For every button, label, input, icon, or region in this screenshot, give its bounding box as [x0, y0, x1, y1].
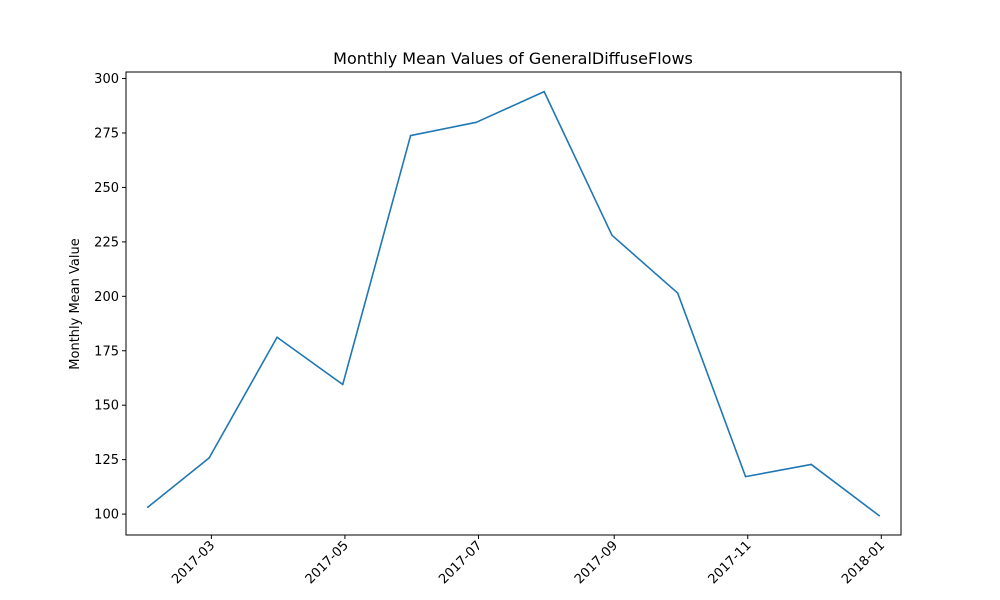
y-tick-label: 150	[94, 399, 119, 414]
data-point	[208, 457, 210, 459]
data-point	[543, 90, 545, 93]
y-tick-label: 225	[94, 235, 119, 250]
y-tick-label: 300	[94, 72, 119, 87]
y-tick-label: 200	[94, 290, 119, 305]
data-point	[341, 383, 344, 386]
data-point	[611, 234, 613, 237]
y-axis: 100 125 150 175 200 225 250 275 300	[94, 72, 126, 523]
data-point	[147, 506, 149, 508]
series-line	[147, 90, 880, 517]
y-axis-label: Monthly Mean Value	[68, 238, 83, 369]
data-point	[744, 475, 747, 478]
chart-title: Monthly Mean Values of GeneralDiffuseFlo…	[333, 49, 693, 68]
data-point	[409, 134, 412, 137]
data-point	[276, 336, 278, 339]
y-tick-label: 175	[94, 344, 119, 359]
plot-area-frame	[125, 71, 902, 536]
data-point	[676, 292, 679, 294]
data-point	[810, 463, 813, 466]
y-tick-label: 275	[94, 126, 119, 141]
series-layer	[147, 90, 880, 517]
data-point	[878, 514, 880, 517]
data-point	[475, 121, 478, 124]
y-tick-label: 250	[94, 181, 119, 196]
y-tick-label: 100	[94, 508, 119, 523]
y-tick-label: 125	[94, 453, 119, 468]
